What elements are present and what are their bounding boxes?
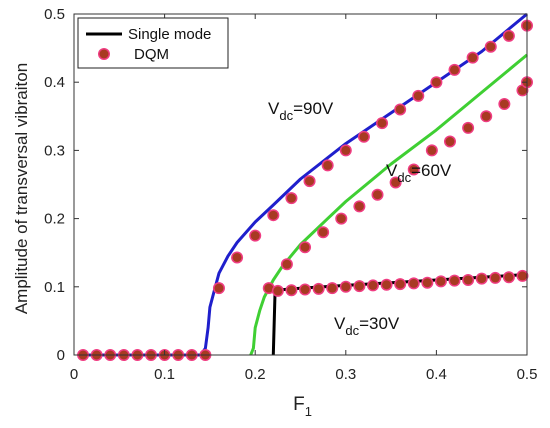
- annotation-main: V: [268, 99, 280, 118]
- dqm-point: [463, 123, 473, 133]
- dqm-point: [300, 242, 310, 252]
- y-tick-label: 0.5: [44, 6, 65, 23]
- x-axis-label-subscript: 1: [305, 404, 312, 419]
- series-line-vdc-90v: [83, 12, 528, 357]
- dqm-point: [504, 272, 514, 282]
- dqm-point: [422, 278, 432, 288]
- x-tick-label: 0.3: [335, 366, 356, 383]
- series-annotation-vdc-90v: Vdc=90V: [268, 99, 334, 123]
- dqm-point: [463, 275, 473, 285]
- dqm-point: [499, 99, 509, 109]
- x-tick-label: 0.1: [154, 366, 175, 383]
- series-annotation-vdc-30v: Vdc=30V: [334, 314, 400, 338]
- dqm-point: [409, 164, 419, 174]
- dqm-point: [286, 193, 296, 203]
- y-axis-label: Amplitude of transversal vibraiton: [12, 63, 31, 314]
- dqm-point: [373, 190, 383, 200]
- annotation-rest: =90V: [293, 99, 334, 118]
- dqm-point: [377, 118, 387, 128]
- legend-single-mode-label: Single mode: [128, 26, 211, 43]
- dqm-point: [517, 271, 527, 281]
- plot-frame: [73, 13, 528, 356]
- dqm-point: [232, 252, 242, 262]
- dqm-point: [486, 42, 496, 52]
- dqm-point: [341, 282, 351, 292]
- x-axis-label-main: F: [293, 394, 305, 415]
- annotation-rest: =60V: [411, 161, 452, 180]
- dqm-point: [368, 280, 378, 290]
- dqm-point: [409, 278, 419, 288]
- dqm-point: [445, 137, 455, 147]
- dqm-point: [395, 279, 405, 289]
- dqm-point: [214, 283, 224, 293]
- dqm-point: [431, 77, 441, 87]
- dqm-point: [273, 286, 283, 296]
- dqm-point: [250, 231, 260, 241]
- x-tick-label: 0.5: [517, 366, 538, 383]
- dqm-point: [264, 283, 274, 293]
- series-annotation-vdc-60v: Vdc=60V: [386, 161, 452, 185]
- dqm-point: [490, 273, 500, 283]
- marker-layer: [77, 19, 533, 361]
- legend-dqm-marker: [99, 49, 109, 59]
- ticks-layer: 0 0.1 0.2 0.3 0.4 0.5 0 0.1 0.2 0.3 0.4 0.5: [44, 6, 537, 383]
- y-tick-label: 0.2: [44, 211, 65, 228]
- dqm-point: [395, 104, 405, 114]
- dqm-point: [286, 285, 296, 295]
- dqm-point: [354, 201, 364, 211]
- annotation-main: V: [386, 161, 398, 180]
- annotation-rest: =30V: [359, 314, 400, 333]
- dqm-point: [341, 145, 351, 155]
- dqm-point: [450, 65, 460, 75]
- dqm-point: [336, 214, 346, 224]
- y-tick-label: 0.3: [44, 142, 65, 159]
- annotation-subscript: dc: [345, 323, 359, 338]
- x-tick-label: 0.2: [245, 366, 266, 383]
- y-tick-label: 0.4: [44, 74, 65, 91]
- dqm-point: [477, 274, 487, 284]
- dqm-point: [517, 85, 527, 95]
- series-line-vdc-60v: [249, 53, 528, 356]
- dqm-point: [413, 91, 423, 101]
- x-axis-label: F1: [293, 394, 312, 419]
- dqm-point: [436, 276, 446, 286]
- y-tick-label: 0: [57, 347, 65, 364]
- y-tick-label: 0.1: [44, 279, 65, 296]
- dqm-point: [323, 160, 333, 170]
- dqm-point: [300, 285, 310, 295]
- dqm-point: [427, 145, 437, 155]
- dqm-point: [359, 132, 369, 142]
- dqm-point: [314, 284, 324, 294]
- dqm-point: [382, 280, 392, 290]
- dqm-point: [268, 210, 278, 220]
- x-tick-label: 0: [70, 366, 78, 383]
- dqm-point: [305, 176, 315, 186]
- dqm-point: [468, 53, 478, 63]
- x-tick-label: 0.4: [426, 366, 447, 383]
- dqm-point: [504, 31, 514, 41]
- dqm-point: [327, 283, 337, 293]
- dqm-point: [391, 177, 401, 187]
- dqm-point: [318, 227, 328, 237]
- annotation-main: V: [334, 314, 346, 333]
- dqm-point: [354, 281, 364, 291]
- dqm-point: [450, 276, 460, 286]
- annotation-subscript: dc: [279, 108, 293, 123]
- legend-dqm-label: DQM: [134, 46, 169, 63]
- annotation-subscript: dc: [397, 170, 411, 185]
- dqm-point: [282, 259, 292, 269]
- dqm-point: [481, 111, 491, 121]
- legend: Single mode DQM: [77, 17, 229, 69]
